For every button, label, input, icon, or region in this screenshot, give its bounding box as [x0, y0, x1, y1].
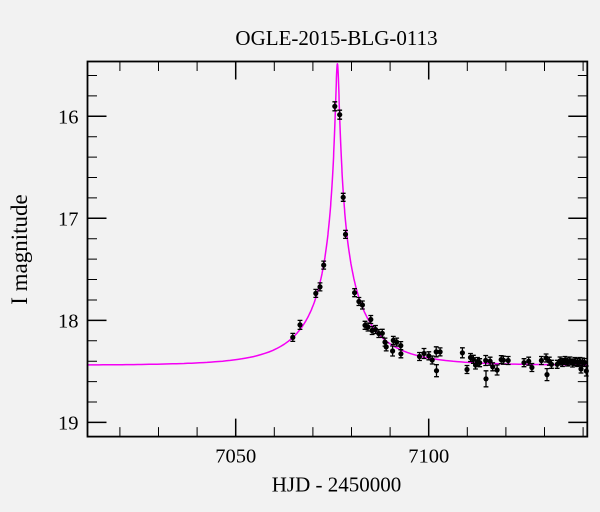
svg-text:HJD - 2450000: HJD - 2450000: [272, 473, 402, 497]
svg-text:16: 16: [58, 106, 79, 128]
svg-text:19: 19: [58, 412, 79, 434]
svg-text:17: 17: [58, 208, 79, 230]
svg-text:18: 18: [58, 310, 79, 332]
svg-text:7050: 7050: [215, 446, 256, 468]
svg-text:7100: 7100: [408, 446, 449, 468]
svg-text:I magnitude: I magnitude: [7, 194, 32, 305]
svg-text:OGLE-2015-BLG-0113: OGLE-2015-BLG-0113: [235, 26, 437, 50]
